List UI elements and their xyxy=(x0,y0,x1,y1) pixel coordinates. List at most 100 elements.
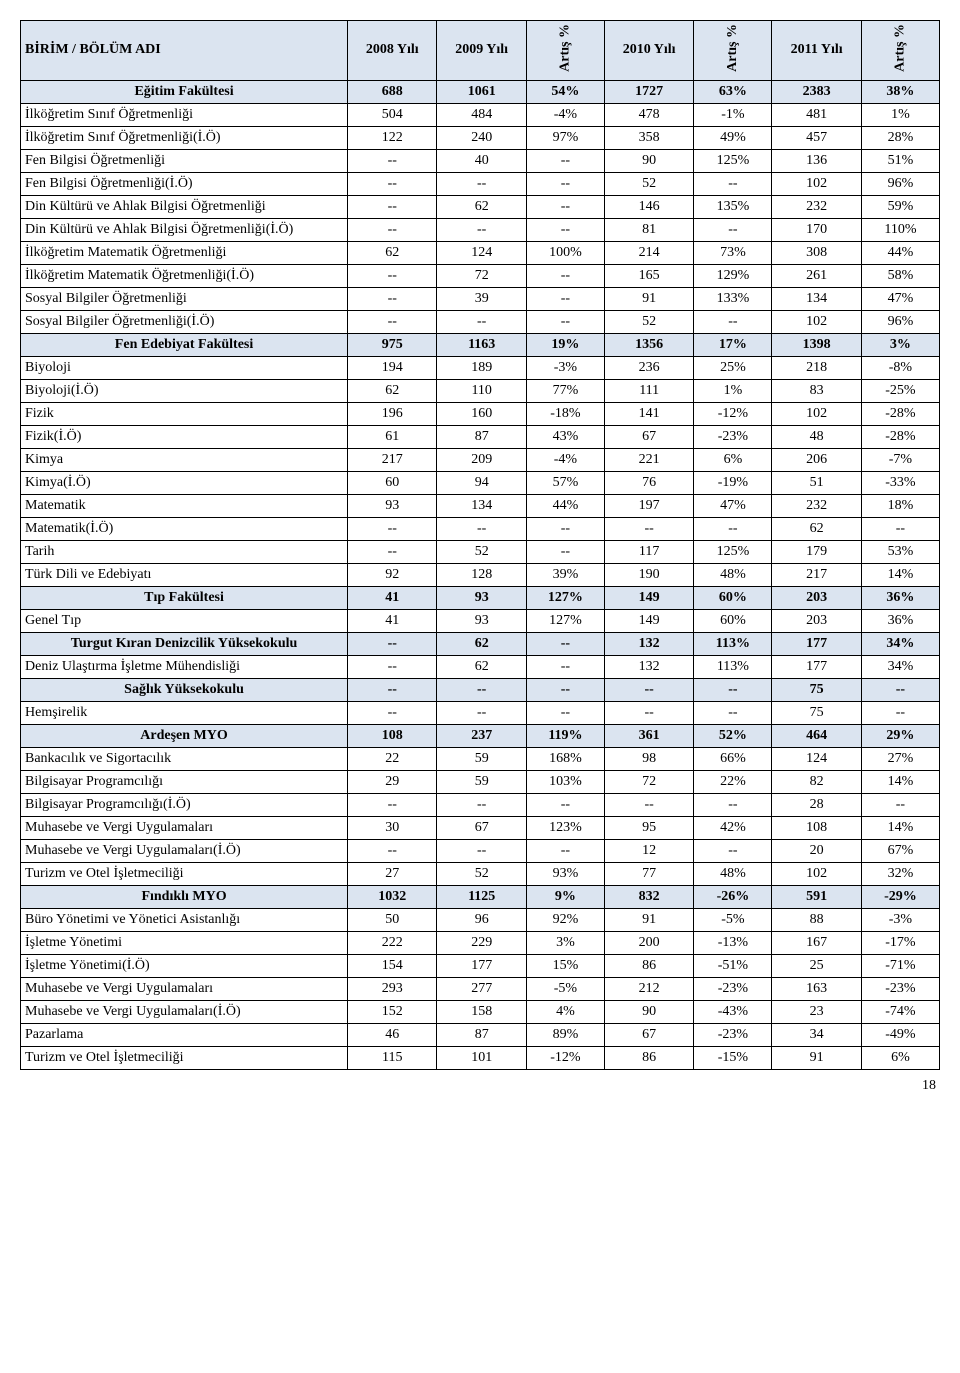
cell: 136 xyxy=(772,149,861,172)
section-row: Turgut Kıran Denizcilik Yüksekokulu--62-… xyxy=(21,632,940,655)
cell: 20 xyxy=(772,839,861,862)
cell: 93 xyxy=(348,494,437,517)
cell: 47% xyxy=(861,287,939,310)
cell: 95 xyxy=(604,816,693,839)
cell: 76 xyxy=(604,471,693,494)
cell: 217 xyxy=(348,448,437,471)
row-name: Din Kültürü ve Ahlak Bilgisi Öğretmenliğ… xyxy=(21,218,348,241)
table-row: İlköğretim Sınıf Öğretmenliği504484-4%47… xyxy=(21,103,940,126)
cell: -23% xyxy=(694,1023,772,1046)
cell: 158 xyxy=(437,1000,526,1023)
cell: 6% xyxy=(694,448,772,471)
cell: 87 xyxy=(437,425,526,448)
table-row: Biyoloji(İ.Ö)6211077%1111%83-25% xyxy=(21,379,940,402)
cell: 63% xyxy=(694,80,772,103)
cell: 44% xyxy=(526,494,604,517)
row-name: Muhasebe ve Vergi Uygulamaları(İ.Ö) xyxy=(21,839,348,862)
cell: 27% xyxy=(861,747,939,770)
table-header-row: BİRİM / BÖLÜM ADI 2008 Yılı 2009 Yılı Ar… xyxy=(21,21,940,81)
row-name: Fen Bilgisi Öğretmenliği(İ.Ö) xyxy=(21,172,348,195)
cell: 2383 xyxy=(772,80,861,103)
cell: -- xyxy=(526,195,604,218)
cell: 81 xyxy=(604,218,693,241)
cell: -- xyxy=(526,264,604,287)
row-name: Hemşirelik xyxy=(21,701,348,724)
header-2009: 2009 Yılı xyxy=(437,21,526,81)
table-row: Fizik(İ.Ö)618743%67-23%48-28% xyxy=(21,425,940,448)
cell: 688 xyxy=(348,80,437,103)
cell: 149 xyxy=(604,586,693,609)
cell: 102 xyxy=(772,862,861,885)
cell: 60% xyxy=(694,609,772,632)
cell: -71% xyxy=(861,954,939,977)
cell: -1% xyxy=(694,103,772,126)
cell: 67% xyxy=(861,839,939,862)
cell: 190 xyxy=(604,563,693,586)
row-name: Türk Dili ve Edebiyatı xyxy=(21,563,348,586)
cell: -- xyxy=(694,517,772,540)
cell: 200 xyxy=(604,931,693,954)
cell: 102 xyxy=(772,172,861,195)
table-row: Muhasebe ve Vergi Uygulamaları293277-5%2… xyxy=(21,977,940,1000)
cell: 308 xyxy=(772,241,861,264)
row-name: Muhasebe ve Vergi Uygulamaları(İ.Ö) xyxy=(21,1000,348,1023)
cell: -- xyxy=(694,218,772,241)
cell: 102 xyxy=(772,310,861,333)
cell: 34% xyxy=(861,655,939,678)
cell: -4% xyxy=(526,103,604,126)
cell: 132 xyxy=(604,655,693,678)
table-row: Genel Tıp4193127%14960%20336% xyxy=(21,609,940,632)
cell: 3% xyxy=(861,333,939,356)
cell: -- xyxy=(348,701,437,724)
cell: 47% xyxy=(694,494,772,517)
cell: -17% xyxy=(861,931,939,954)
cell: 73% xyxy=(694,241,772,264)
cell: -23% xyxy=(694,977,772,1000)
cell: 124 xyxy=(772,747,861,770)
cell: 92 xyxy=(348,563,437,586)
cell: 72 xyxy=(437,264,526,287)
header-name: BİRİM / BÖLÜM ADI xyxy=(21,21,348,81)
row-name: Fen Bilgisi Öğretmenliği xyxy=(21,149,348,172)
table-row: Bilgisayar Programcılığı2959103%7222%821… xyxy=(21,770,940,793)
cell: 832 xyxy=(604,885,693,908)
cell: 67 xyxy=(604,425,693,448)
cell: -- xyxy=(526,517,604,540)
row-name: Ardeşen MYO xyxy=(21,724,348,747)
table-row: İşletme Yönetimi(İ.Ö)15417715%86-51%25-7… xyxy=(21,954,940,977)
table-row: Sosyal Bilgiler Öğretmenliği(İ.Ö)------5… xyxy=(21,310,940,333)
cell: -- xyxy=(526,310,604,333)
cell: 40 xyxy=(437,149,526,172)
cell: 110% xyxy=(861,218,939,241)
cell: -- xyxy=(437,172,526,195)
cell: 62 xyxy=(437,195,526,218)
cell: -- xyxy=(348,655,437,678)
cell: -8% xyxy=(861,356,939,379)
table-row: Turizm ve Otel İşletmeciliği275293%7748%… xyxy=(21,862,940,885)
cell: -23% xyxy=(694,425,772,448)
cell: 96% xyxy=(861,310,939,333)
cell: 77% xyxy=(526,379,604,402)
row-name: Turgut Kıran Denizcilik Yüksekokulu xyxy=(21,632,348,655)
cell: 217 xyxy=(772,563,861,586)
cell: -- xyxy=(348,149,437,172)
cell: 91 xyxy=(772,1046,861,1069)
cell: 179 xyxy=(772,540,861,563)
cell: 134 xyxy=(772,287,861,310)
cell: 141 xyxy=(604,402,693,425)
row-name: Matematik xyxy=(21,494,348,517)
table-row: Fen Bilgisi Öğretmenliği(İ.Ö)------52--1… xyxy=(21,172,940,195)
cell: 50 xyxy=(348,908,437,931)
cell: 504 xyxy=(348,103,437,126)
table-row: Matematik9313444%19747%23218% xyxy=(21,494,940,517)
cell: 66% xyxy=(694,747,772,770)
cell: 29% xyxy=(861,724,939,747)
cell: -18% xyxy=(526,402,604,425)
cell: 9% xyxy=(526,885,604,908)
cell: 25 xyxy=(772,954,861,977)
cell: -- xyxy=(861,678,939,701)
cell: 52 xyxy=(437,540,526,563)
cell: 12 xyxy=(604,839,693,862)
cell: -- xyxy=(526,678,604,701)
cell: 108 xyxy=(772,816,861,839)
